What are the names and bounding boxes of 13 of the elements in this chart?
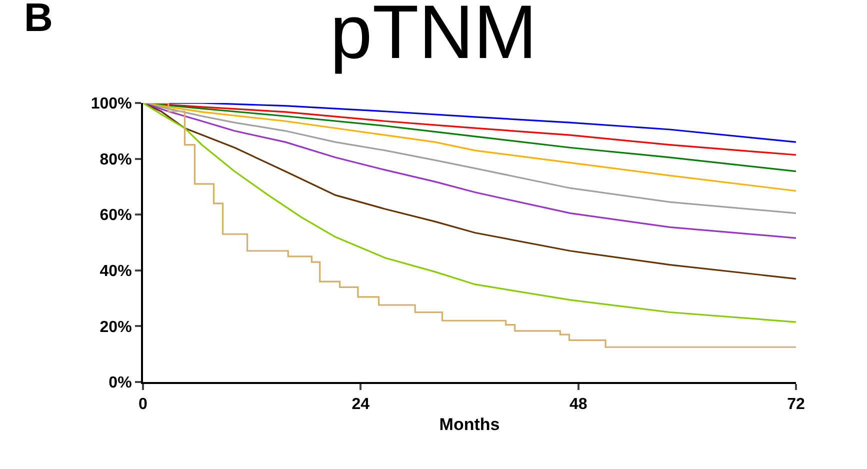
y-tick-label: 0%: [108, 374, 132, 392]
x-axis-title: Months: [439, 415, 500, 434]
text: B: [24, 0, 53, 40]
x-tick-label: 0: [138, 396, 148, 414]
chart-title: pTNM: [330, 0, 537, 75]
x-tick-label: 24: [352, 396, 370, 414]
y-tick-label: 60%: [100, 207, 132, 224]
y-tick-label: 80%: [100, 151, 132, 168]
x-tick-label: 72: [787, 396, 805, 414]
y-tick-label: 20%: [100, 318, 132, 336]
y-tick-label: 40%: [100, 263, 132, 280]
y-tick-label: 100%: [90, 96, 132, 113]
x-tick-label: 48: [569, 396, 588, 414]
